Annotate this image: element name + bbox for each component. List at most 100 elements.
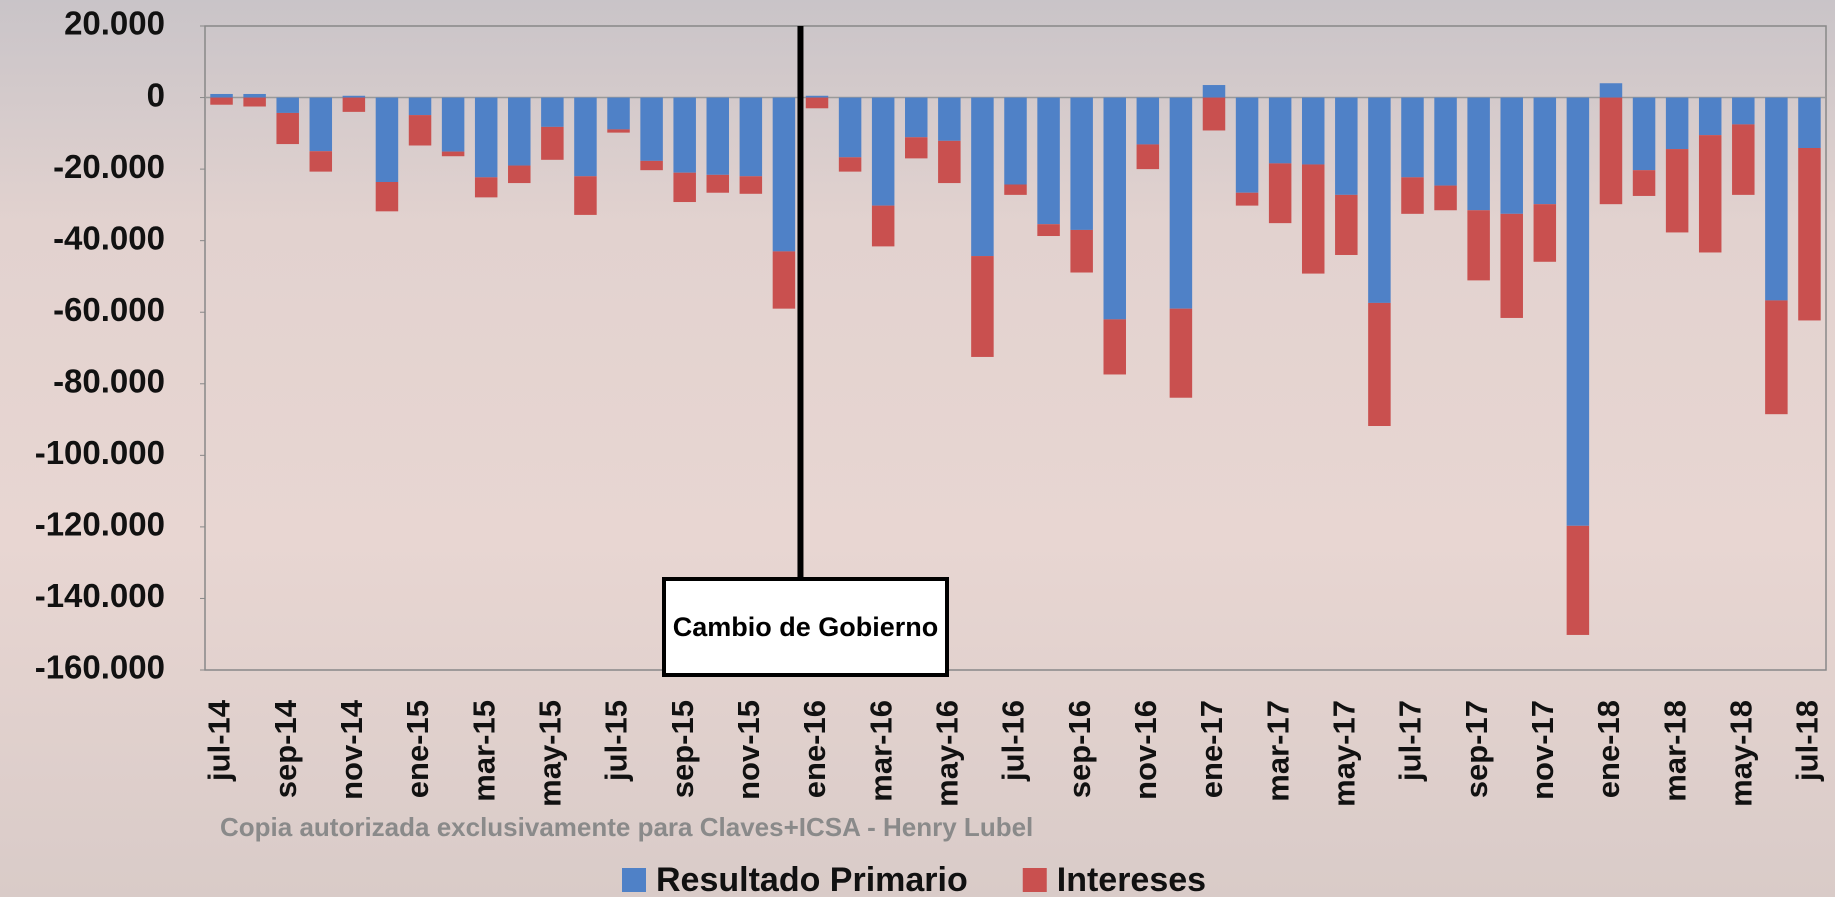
bar [1599, 97, 1623, 205]
bar [1632, 170, 1656, 196]
bar [1401, 177, 1424, 214]
bar [1103, 97, 1126, 320]
x-tick-label: may-16 [930, 700, 965, 807]
plot-area [204, 25, 1827, 671]
y-tick-label: -100.000 [35, 434, 165, 471]
bar [938, 140, 961, 184]
bar [1500, 97, 1523, 214]
y-tick-label: -20.000 [53, 148, 165, 185]
x-tick-label: sep-16 [1062, 700, 1097, 798]
x-tick-label: may-17 [1327, 700, 1362, 807]
bar [1500, 213, 1523, 318]
x-tick-label: may-18 [1723, 700, 1758, 807]
bar [1268, 163, 1292, 224]
bar [640, 97, 663, 161]
bar [1169, 308, 1193, 398]
x-tick-label: nov-15 [731, 700, 766, 800]
bar [474, 97, 498, 178]
bar [971, 256, 994, 357]
bar [1268, 97, 1292, 164]
bar [1798, 148, 1821, 321]
bar [408, 97, 432, 116]
bar [1566, 525, 1590, 635]
bar [309, 97, 333, 152]
bar [1698, 97, 1722, 136]
bar [1401, 97, 1424, 178]
bar [375, 97, 399, 182]
bar [673, 97, 696, 173]
bar [607, 129, 630, 133]
bar [1004, 97, 1027, 185]
x-tick-label: nov-14 [334, 699, 369, 800]
x-tick-label: jul-18 [1790, 700, 1825, 782]
x-tick-label: jul-17 [1393, 700, 1428, 782]
bar [1368, 302, 1391, 426]
bar [441, 97, 465, 152]
bar [375, 181, 399, 212]
bar [474, 177, 498, 198]
bar [309, 151, 333, 172]
bar [1235, 97, 1259, 193]
y-tick-label: 20.000 [64, 5, 165, 42]
bar [1037, 224, 1060, 237]
bar [905, 97, 928, 138]
bar [210, 93, 233, 98]
bar [1732, 124, 1755, 195]
bar [1467, 210, 1490, 281]
bar [210, 97, 233, 105]
x-tick-label: mar-17 [1260, 700, 1295, 802]
bar [441, 151, 465, 157]
bar [1765, 97, 1788, 301]
bar [541, 126, 564, 160]
bar [905, 137, 928, 159]
bar [1335, 194, 1358, 255]
bar [243, 97, 266, 107]
y-tick-label: -40.000 [53, 219, 165, 256]
x-tick-label: nov-16 [1128, 700, 1163, 800]
bar [640, 160, 663, 171]
y-tick-label: -80.000 [53, 362, 165, 399]
x-tick-label: jul-14 [202, 699, 237, 782]
bar [739, 97, 763, 177]
y-tick-label: 0 [147, 76, 165, 113]
legend-swatch [622, 868, 646, 892]
bar [1434, 185, 1457, 211]
bar [772, 97, 796, 252]
bar [1235, 192, 1259, 206]
bar [1169, 97, 1193, 309]
bar [871, 205, 895, 247]
bar [1070, 229, 1093, 273]
bar [938, 97, 961, 141]
x-tick-label: ene-16 [797, 700, 832, 798]
bar [276, 97, 299, 113]
x-tick-label: ene-15 [400, 700, 435, 798]
x-tick-label: nov-17 [1525, 700, 1560, 800]
y-tick-label: -160.000 [35, 649, 165, 686]
bar [1070, 97, 1093, 230]
bar [1368, 97, 1391, 303]
bar [805, 97, 829, 109]
bar [1467, 97, 1490, 211]
bar [971, 97, 994, 257]
bar [838, 157, 862, 172]
legend-swatch [1022, 868, 1047, 892]
bar [1665, 97, 1689, 150]
bar [1202, 85, 1226, 98]
bar [1004, 184, 1027, 195]
bar [838, 97, 862, 158]
bar [1202, 97, 1226, 131]
bar [243, 93, 266, 98]
bar [1434, 97, 1457, 186]
x-tick-label: mar-16 [863, 700, 898, 802]
annotation: Cambio de Gobierno [662, 577, 949, 677]
x-tick-label: may-15 [533, 700, 568, 807]
bar [1301, 97, 1325, 165]
bar [1599, 83, 1623, 98]
bar [1632, 97, 1656, 171]
bar [673, 172, 696, 203]
bar [772, 251, 796, 309]
y-tick-label: -60.000 [53, 291, 165, 328]
bar [508, 165, 531, 184]
bar [871, 97, 895, 206]
